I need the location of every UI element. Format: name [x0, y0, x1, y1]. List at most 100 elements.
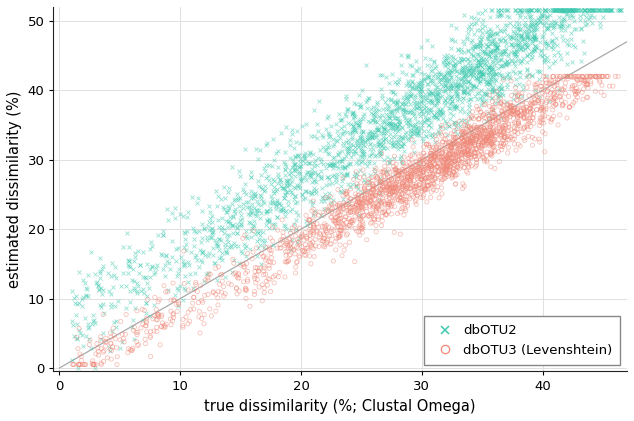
Point [313, 127, 323, 134]
Point [334, 234, 344, 240]
Point [435, 107, 445, 114]
Point [350, 213, 360, 219]
Point [366, 151, 376, 158]
Point [518, 36, 528, 43]
Point [286, 173, 296, 180]
Point [488, 76, 498, 83]
Point [459, 122, 469, 128]
Point [533, 97, 543, 104]
Point [229, 271, 239, 277]
Point [349, 217, 359, 224]
Point [290, 216, 301, 223]
Point [276, 129, 286, 136]
Point [501, 113, 511, 120]
Point [470, 93, 481, 99]
Point [141, 293, 152, 300]
Point [486, 149, 496, 156]
Point [384, 103, 394, 110]
Point [341, 213, 351, 220]
Point [242, 276, 252, 283]
Point [403, 183, 413, 189]
Point [501, 22, 512, 29]
Point [415, 160, 425, 167]
Point [373, 216, 383, 223]
Point [471, 133, 481, 139]
Point [172, 245, 183, 252]
Point [467, 61, 477, 68]
Point [538, 128, 548, 135]
Point [504, 14, 514, 21]
Point [438, 159, 448, 166]
Point [366, 220, 376, 226]
Point [342, 163, 352, 169]
Point [308, 212, 318, 219]
Point [366, 132, 376, 139]
Point [363, 191, 373, 198]
Point [453, 149, 463, 155]
Point [528, 47, 538, 54]
Point [304, 217, 314, 224]
Point [522, 84, 532, 91]
Point [463, 147, 473, 154]
Point [441, 155, 451, 162]
Point [465, 136, 475, 143]
Point [169, 297, 179, 304]
Point [599, 92, 609, 99]
Point [314, 243, 324, 250]
Point [458, 149, 468, 156]
Point [387, 176, 397, 183]
Point [399, 96, 410, 103]
Point [413, 80, 424, 87]
Point [389, 197, 399, 204]
Point [80, 361, 90, 368]
Point [530, 35, 540, 42]
Point [178, 322, 188, 329]
Point [407, 109, 417, 116]
Point [339, 171, 349, 178]
Point [461, 68, 471, 75]
Point [268, 188, 278, 195]
Point [407, 63, 417, 69]
Point [417, 87, 427, 94]
Point [464, 67, 474, 74]
Point [189, 227, 199, 234]
Point [338, 192, 348, 199]
Point [297, 232, 307, 239]
Point [375, 185, 385, 192]
Point [498, 125, 508, 131]
Point [455, 123, 465, 130]
Point [553, 13, 564, 20]
Point [407, 77, 417, 84]
Point [528, 93, 538, 99]
Point [255, 231, 265, 238]
Point [360, 160, 370, 166]
Point [579, 7, 590, 14]
Point [336, 208, 346, 214]
Point [557, 33, 567, 40]
Point [392, 210, 403, 217]
Point [455, 143, 465, 150]
Point [460, 133, 470, 139]
Point [393, 78, 403, 85]
Point [487, 132, 497, 139]
Point [473, 74, 483, 80]
Point [321, 229, 332, 236]
Point [550, 7, 560, 14]
Point [419, 70, 429, 77]
Point [321, 145, 331, 152]
Point [323, 113, 333, 120]
Point [203, 274, 213, 281]
Point [429, 156, 439, 163]
Point [337, 220, 347, 226]
Point [574, 73, 585, 80]
Point [361, 104, 372, 111]
Point [478, 112, 488, 118]
Point [271, 205, 281, 212]
Point [440, 96, 450, 103]
Point [72, 335, 82, 341]
Point [401, 101, 411, 108]
Point [505, 35, 515, 42]
Point [210, 259, 220, 266]
Point [452, 171, 462, 178]
Point [314, 209, 325, 216]
